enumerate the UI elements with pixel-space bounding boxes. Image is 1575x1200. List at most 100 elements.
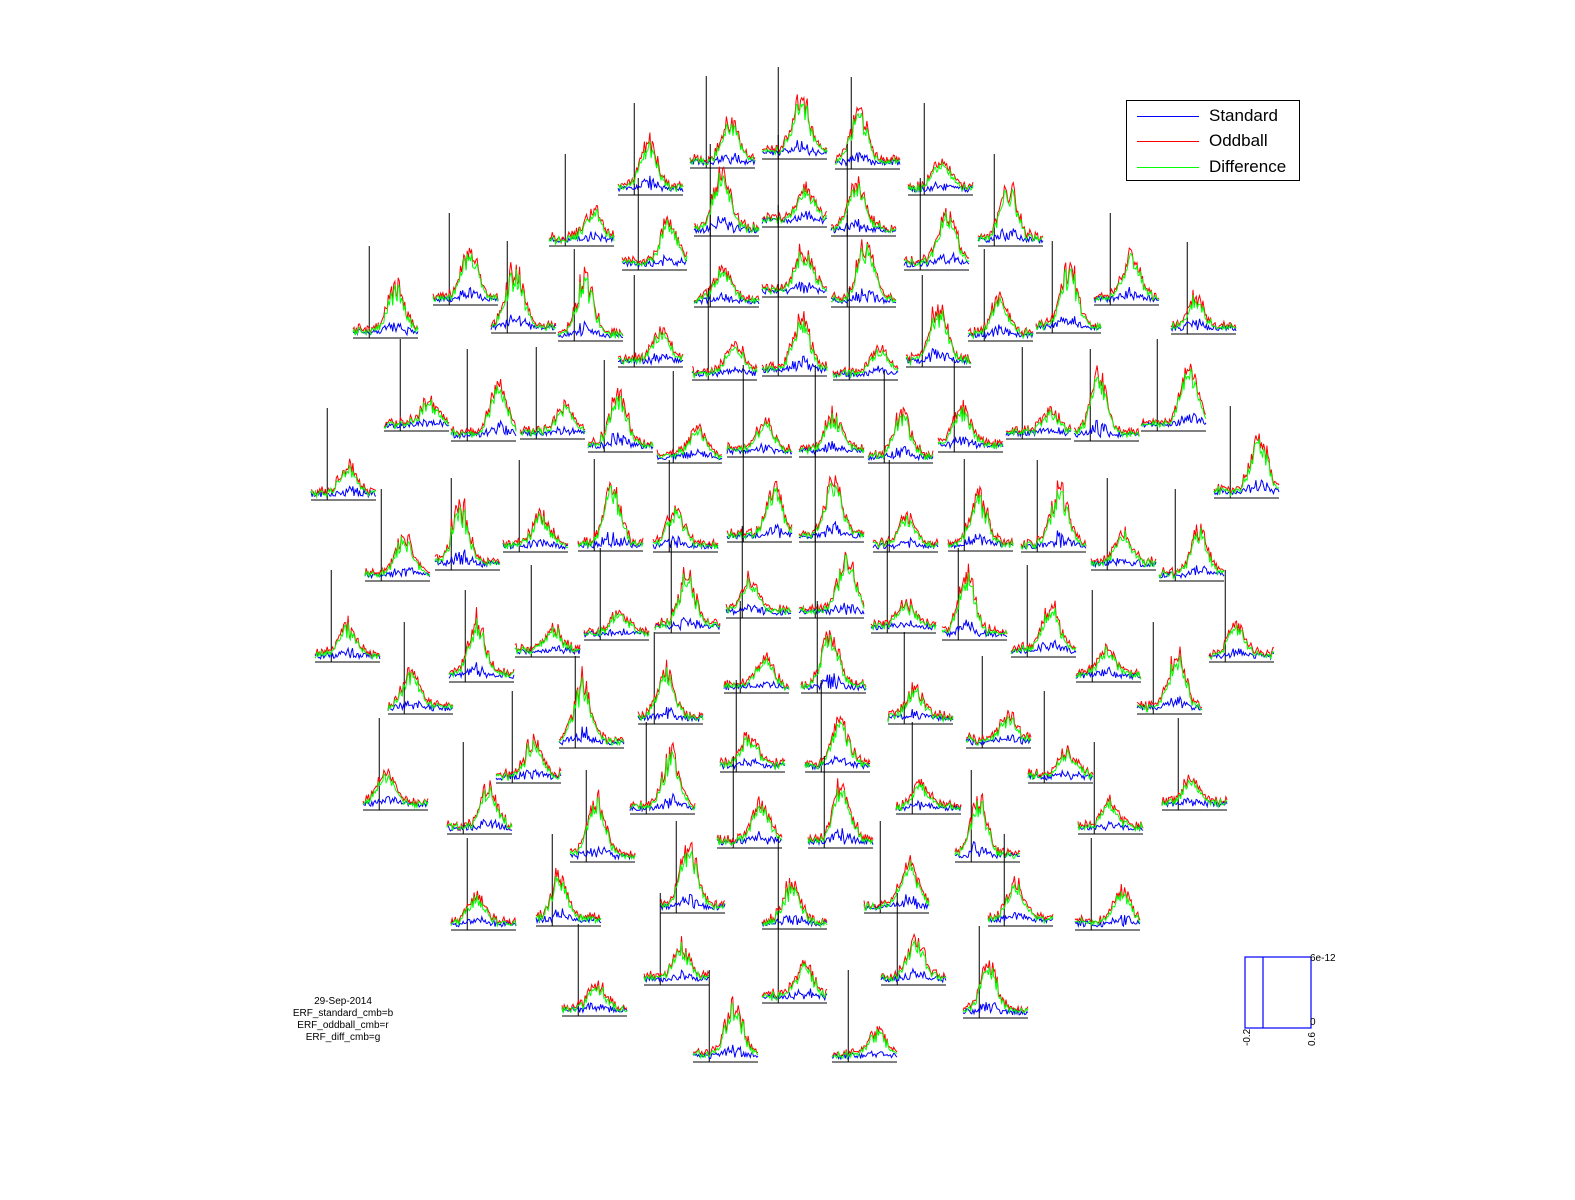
channel-panel: [387, 622, 454, 715]
channel-panel: [895, 722, 962, 815]
panel-trace-diff: [558, 677, 625, 747]
channel-panel: [432, 213, 499, 306]
panel-trace-odd: [937, 399, 1004, 449]
panel-trace-diff: [954, 799, 1021, 860]
panel-trace-std: [1208, 648, 1275, 661]
panel-trace-diff: [621, 219, 688, 268]
panel-trace-diff: [798, 553, 865, 616]
channel-panel: [652, 460, 719, 553]
channel-panel: [1020, 460, 1087, 553]
channel-panel: [947, 459, 1014, 552]
channel-panel: [514, 565, 581, 658]
panel-trace-odd: [895, 778, 962, 811]
comment-line-standard: ERF_standard_cmb=b: [292, 1008, 394, 1019]
panel-trace-odd: [1027, 745, 1094, 779]
channel-panel: [1075, 590, 1142, 683]
panel-trace-odd: [1208, 620, 1275, 659]
channel-panel: [569, 770, 636, 863]
panel-trace-odd: [807, 778, 874, 843]
panel-trace-diff: [834, 112, 901, 165]
channel-panel: [1073, 349, 1140, 442]
panel-trace-diff: [726, 487, 793, 541]
legend-swatch-oddball: [1137, 140, 1199, 142]
channel-panel: [880, 893, 947, 986]
panel-trace-diff: [761, 187, 828, 225]
panel-trace-odd: [535, 867, 602, 922]
channel-panel: [364, 489, 431, 582]
channel-panel: [434, 478, 501, 571]
channel-panel: [1035, 241, 1102, 334]
channel-panel: [643, 893, 710, 986]
panel-trace-std: [656, 448, 723, 461]
panel-trace-std: [1035, 316, 1102, 332]
panel-trace-diff: [490, 269, 557, 332]
panel-trace-std: [432, 286, 499, 303]
panel-trace-diff: [830, 182, 897, 234]
channel-panel: [1170, 242, 1237, 335]
panel-trace-diff: [1074, 891, 1141, 927]
channel-panel: [693, 215, 760, 308]
channel-panel: [905, 275, 972, 368]
scale-xmin-label: -0.2: [1242, 1028, 1253, 1046]
channel-panel: [502, 460, 569, 553]
panel-trace-diff: [1005, 408, 1072, 436]
panel-trace-diff: [561, 985, 628, 1014]
panel-trace-diff: [872, 515, 939, 549]
panel-trace-std: [977, 227, 1044, 244]
panel-trace-diff: [1093, 252, 1160, 302]
panel-trace-std: [587, 432, 654, 450]
panel-trace-diff: [446, 786, 513, 831]
channel-panel: [887, 632, 954, 725]
panel-trace-odd: [804, 714, 871, 768]
panel-trace-diff: [1077, 798, 1144, 833]
panel-trace-odd: [1161, 774, 1228, 807]
panel-trace-odd: [448, 607, 515, 678]
legend-label-standard: Standard: [1209, 106, 1278, 125]
panel-trace-odd: [1074, 883, 1141, 925]
panel-trace-diff: [1158, 527, 1225, 580]
panel-trace-diff: [450, 894, 517, 928]
scale-ymin-label: 0: [1310, 1017, 1316, 1028]
panel-trace-std: [1213, 479, 1280, 496]
panel-trace-diff: [495, 740, 562, 781]
panel-trace-odd: [947, 485, 1014, 547]
panel-trace-std: [652, 535, 719, 550]
panel-trace-std: [1140, 412, 1207, 428]
panel-trace-std: [830, 288, 897, 305]
panel-trace-diff: [723, 656, 790, 692]
channel-panel: [535, 834, 602, 927]
scale-ymax-label: 6e-12: [1310, 953, 1336, 964]
channel-panel: [761, 67, 828, 160]
channel-panel: [761, 205, 828, 298]
channel-panel: [1093, 213, 1160, 306]
channel-panel: [867, 371, 934, 464]
comment-line-oddball: ERF_oddball_cmb=r: [297, 1020, 389, 1031]
legend-swatch-difference: [1137, 166, 1199, 168]
panel-trace-odd: [502, 507, 569, 548]
panel-trace-diff: [362, 772, 429, 810]
panel-trace-std: [903, 251, 970, 268]
channel-panel: [1136, 622, 1203, 715]
channel-panel: [1074, 838, 1141, 931]
panel-trace-diff: [870, 600, 937, 631]
panel-trace-odd: [880, 933, 947, 982]
panel-trace-odd: [832, 344, 899, 377]
panel-trace-odd: [761, 181, 828, 223]
panel-trace-diff: [656, 426, 723, 461]
panel-trace-std: [691, 365, 758, 378]
channel-panel: [558, 656, 625, 749]
panel-trace-odd: [1213, 433, 1280, 494]
panel-trace-diff: [761, 883, 828, 929]
channel-panel: [987, 834, 1054, 927]
panel-trace-diff: [947, 493, 1014, 549]
channel-panel: [1010, 565, 1077, 658]
panel-trace-diff: [962, 967, 1029, 1015]
channel-panel: [937, 360, 1004, 453]
panel-trace-std: [762, 140, 828, 157]
panel-trace-diff: [569, 797, 636, 860]
panel-trace-odd: [1073, 365, 1140, 436]
panel-trace-diff: [1075, 645, 1142, 680]
channel-panel: [490, 241, 557, 334]
channel-panel: [577, 459, 644, 552]
panel-trace-diff: [617, 141, 684, 193]
